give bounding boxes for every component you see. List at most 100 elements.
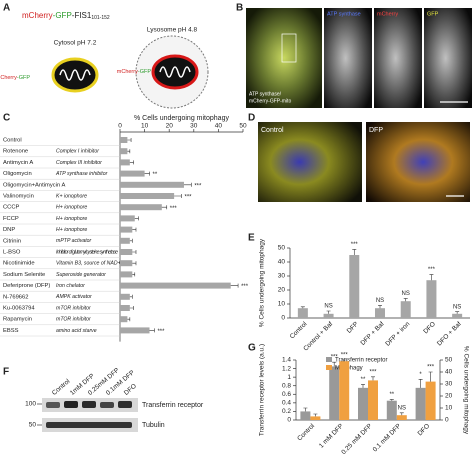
cytosol-label: Cytosol pH 7.2	[54, 40, 97, 47]
significance: NS	[324, 304, 332, 310]
y-axis-title: Transferrin receptor levels (a.u.)	[259, 344, 266, 436]
bar	[400, 301, 411, 318]
significance: *	[419, 372, 422, 378]
y2-axis-title: % Cells undergoing mitophagy	[462, 346, 469, 435]
y-tick-label: 0	[287, 417, 291, 424]
bar	[386, 400, 397, 420]
category-label: Deferiprone (DFP)	[3, 283, 50, 289]
category-label: CCCP	[3, 205, 20, 211]
category-label: Citrinin	[3, 238, 21, 244]
band-label: Transferrin receptor	[142, 402, 204, 409]
error-bar	[342, 359, 347, 362]
error-bar	[326, 310, 331, 314]
category-label: FCCP	[3, 216, 19, 222]
category-label: Oligomycin+Antimycin A	[3, 182, 65, 188]
error-bar	[455, 311, 460, 314]
significance: NS	[453, 304, 461, 310]
band	[118, 401, 132, 408]
bar	[120, 148, 128, 155]
mitochondrion	[51, 57, 99, 93]
error-bar	[183, 182, 192, 187]
y-tick-label: 1.2	[282, 365, 291, 372]
x-tick-label: DFP + iron	[384, 320, 411, 347]
y-tick-label: 30	[278, 273, 286, 280]
panel-label: D	[248, 113, 255, 124]
error-bar	[174, 194, 182, 198]
bar	[120, 159, 130, 166]
bar	[120, 260, 133, 267]
significance: **	[361, 377, 366, 383]
error-bar	[371, 376, 375, 381]
x-tick-label: 0	[118, 123, 122, 130]
merge-label: ATP synthase/	[249, 91, 282, 97]
construct-title: mCherry-GFP-FIS1101-152	[22, 11, 110, 21]
description-label: Complex III inhibitor	[56, 160, 102, 166]
description-label: H+ ionophore	[56, 227, 87, 233]
category-label: Oligomycin	[3, 171, 32, 177]
legend-label: Transferrin receptor	[335, 358, 387, 364]
probe-label: mCherry-GFP	[117, 69, 152, 75]
description-label: mPTP activator	[56, 238, 92, 244]
marker-label: 100	[25, 401, 36, 408]
bar	[120, 137, 128, 143]
condition-label: Control	[261, 127, 284, 134]
band	[46, 422, 132, 428]
panel-b: ATP synthase/ mCherry-GFP-mito ATP synth…	[246, 8, 472, 108]
error-bar	[127, 149, 131, 154]
description-label: mTOR inhibitor	[56, 317, 91, 323]
significance: ***	[194, 183, 202, 189]
error-bar	[132, 227, 137, 232]
error-bar	[428, 371, 433, 382]
significance: ***	[331, 355, 339, 361]
category-label: Antimycin A	[3, 160, 33, 166]
panel-label: A	[3, 3, 10, 14]
x-tick-label: 0.25 mM DFP	[340, 423, 373, 456]
significance: ***	[241, 284, 249, 290]
bar	[358, 387, 368, 420]
bar	[329, 366, 340, 420]
micrograph	[366, 122, 470, 202]
micrograph	[424, 8, 472, 108]
band	[82, 401, 96, 408]
panel-label: F	[3, 367, 9, 378]
category-label: DNP	[3, 227, 15, 233]
cristae	[159, 66, 191, 78]
error-bar	[389, 399, 394, 401]
band	[46, 402, 60, 408]
bar	[120, 237, 130, 244]
bar	[120, 226, 133, 233]
error-bar	[378, 305, 382, 309]
bar	[396, 415, 407, 420]
error-bar	[144, 171, 150, 176]
bar	[120, 271, 133, 278]
x-tick-label: DFP	[346, 321, 360, 335]
significance: ***	[428, 267, 436, 273]
error-bar	[132, 261, 137, 266]
x-tick-label: Control	[296, 422, 316, 442]
bar	[375, 308, 385, 318]
error-bar	[429, 274, 434, 281]
description-label: Superoxide generator	[56, 272, 106, 278]
significance: ***	[351, 242, 359, 248]
error-bar	[129, 238, 133, 243]
error-bar	[134, 216, 139, 221]
significance: NS	[398, 405, 406, 411]
bar	[120, 193, 175, 199]
bar	[120, 305, 130, 311]
bar	[120, 316, 128, 323]
legend-swatch	[326, 357, 332, 362]
bar	[120, 170, 145, 177]
bar	[349, 255, 360, 318]
panel-label: E	[248, 233, 255, 244]
band-label: Tubulin	[142, 422, 165, 429]
error-bar	[129, 294, 133, 299]
mitochondrion	[151, 54, 199, 90]
x-tick-label: 1 mM DFP	[318, 423, 345, 450]
category-label: N-769662	[3, 294, 28, 300]
x-tick-label: Control	[289, 320, 309, 340]
description-label: Inhibitor of glutamylcysteine synthetase	[56, 249, 118, 255]
significance: NS	[376, 298, 384, 304]
micrograph	[246, 8, 322, 108]
bar	[120, 282, 231, 289]
error-bar	[132, 250, 137, 254]
